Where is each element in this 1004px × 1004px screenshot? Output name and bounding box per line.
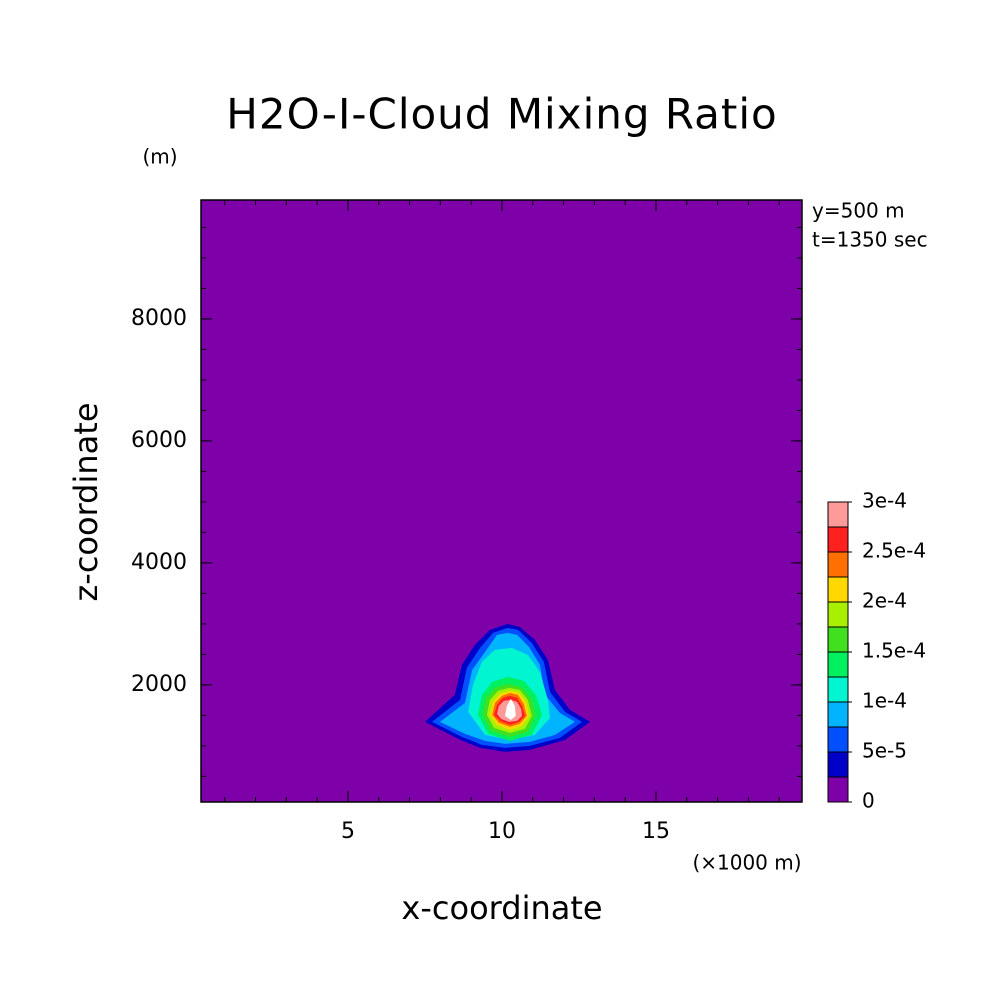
colorbar-box <box>827 626 849 653</box>
colorbar-tick-label: 5e-5 <box>862 739 907 763</box>
colorbar-box <box>827 651 849 678</box>
colorbar-box <box>827 751 849 778</box>
contour-region <box>505 698 516 720</box>
colorbar-tick-label: 2.5e-4 <box>862 539 926 563</box>
colorbar-box <box>827 576 849 603</box>
x-axis-label: x-coordinate <box>401 889 602 927</box>
colorbar-box <box>827 501 849 528</box>
colorbar-tick-label: 1e-4 <box>862 689 907 713</box>
annotation: y=500 m <box>812 199 905 223</box>
colorbar-tick-label: 2e-4 <box>862 589 907 613</box>
y-unit: (m) <box>142 145 177 169</box>
y-tick-label: 2000 <box>131 672 187 697</box>
colorbar-box <box>827 726 849 753</box>
colorbar-tick-label: 0 <box>862 789 875 813</box>
x-tick-label: 5 <box>341 819 355 844</box>
colorbar-box <box>827 701 849 728</box>
x-tick-label: 15 <box>642 819 670 844</box>
colorbar-box <box>827 551 849 578</box>
y-axis-label: z-coordinate <box>67 402 105 601</box>
y-tick-label: 4000 <box>131 550 187 575</box>
colorbar-box <box>827 676 849 703</box>
colorbar-tick-label: 3e-4 <box>862 489 907 513</box>
colorbar-box <box>827 601 849 628</box>
annotation: t=1350 sec <box>812 228 928 252</box>
colorbar-tick-label: 1.5e-4 <box>862 639 926 663</box>
colorbar-box <box>827 776 849 803</box>
y-tick-label: 6000 <box>131 428 187 453</box>
x-unit: (×1000 m) <box>692 851 801 875</box>
x-tick-label: 10 <box>488 819 516 844</box>
chart-title: H2O-I-Cloud Mixing Ratio <box>226 90 777 139</box>
y-tick-label: 8000 <box>131 306 187 331</box>
colorbar-box <box>827 526 849 553</box>
plot-area <box>201 200 802 802</box>
